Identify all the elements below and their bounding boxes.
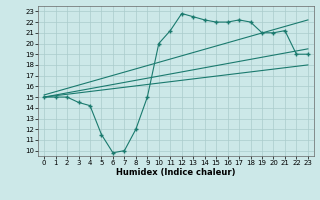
X-axis label: Humidex (Indice chaleur): Humidex (Indice chaleur): [116, 168, 236, 177]
